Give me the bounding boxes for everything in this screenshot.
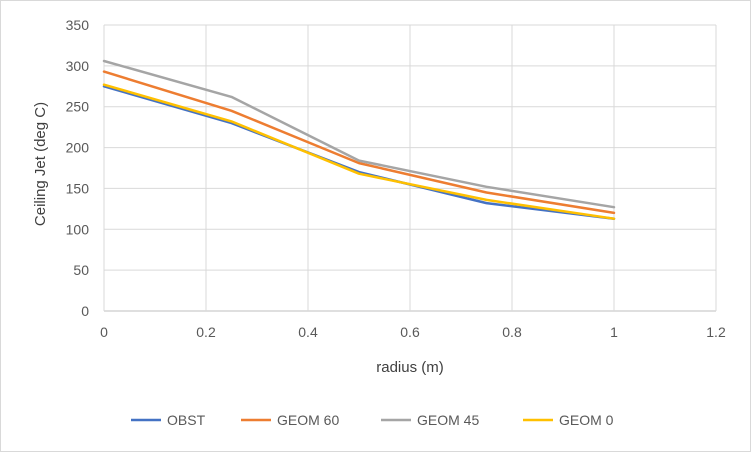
x-tick-label: 1.2	[706, 324, 726, 340]
y-axis-ticks: 0 50 100 150 200 250 300 350	[66, 17, 90, 319]
y-tick-label: 250	[66, 99, 90, 115]
x-axis-ticks: 0 0.2 0.4 0.6 0.8 1 1.2	[100, 324, 726, 340]
series-line-geom-60	[102, 70, 616, 215]
y-tick-label: 100	[66, 221, 90, 237]
y-axis-title: Ceiling Jet (deg C)	[32, 102, 49, 226]
legend-label: OBST	[167, 412, 206, 428]
series-line-geom-0	[102, 83, 616, 220]
x-tick-label: 1	[610, 324, 618, 340]
y-tick-label: 350	[66, 17, 90, 33]
legend-label: GEOM 0	[559, 412, 614, 428]
x-tick-label: 0.4	[298, 324, 318, 340]
y-tick-label: 300	[66, 58, 90, 74]
legend: OBST GEOM 60 GEOM 45 GEOM 0	[131, 412, 614, 428]
series-lines	[102, 59, 616, 220]
x-tick-label: 0.2	[196, 324, 216, 340]
y-tick-label: 50	[73, 262, 89, 278]
legend-label: GEOM 60	[277, 412, 339, 428]
gridlines	[103, 24, 717, 312]
series-line-obst	[102, 85, 616, 220]
x-tick-label: 0.6	[400, 324, 420, 340]
y-tick-label: 150	[66, 180, 90, 196]
x-tick-label: 0.8	[502, 324, 522, 340]
legend-label: GEOM 45	[417, 412, 479, 428]
y-tick-label: 200	[66, 140, 90, 156]
series-line-geom-45	[102, 59, 616, 209]
y-tick-label: 0	[81, 303, 89, 319]
x-tick-label: 0	[100, 324, 108, 340]
x-axis-title: radius (m)	[376, 359, 444, 376]
